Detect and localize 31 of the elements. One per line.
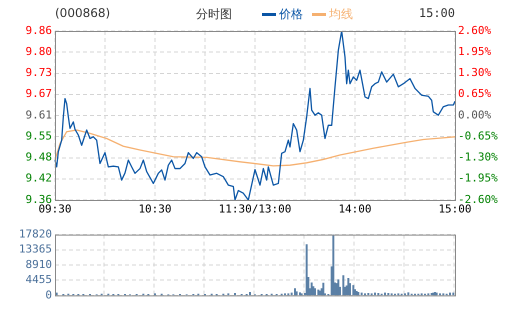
y-tick-label: 17820 xyxy=(18,227,52,240)
y-tick-label: 9.42 xyxy=(26,172,52,185)
y-tick-label: 4455 xyxy=(26,273,52,286)
y2-tick-label: -1.95% xyxy=(458,172,498,185)
y2-tick-label: 0.00% xyxy=(458,108,492,122)
y2-tick-label: -0.65% xyxy=(458,129,498,142)
y-tick-label: 9.86 xyxy=(26,24,52,37)
y2-tick-label: 0.65% xyxy=(458,87,492,100)
x-tick-label: 09:30 xyxy=(38,202,72,216)
x-tick-label: 14:00 xyxy=(338,202,372,216)
y-tick-label: 8910 xyxy=(26,258,52,271)
y2-tick-label: -1.30% xyxy=(458,150,498,164)
chart-title: (000868) xyxy=(55,6,110,20)
y-tick-label: 13365 xyxy=(18,242,52,256)
text: 15:00 xyxy=(418,6,455,20)
y2-tick-label: 1.30% xyxy=(458,66,492,80)
y-tick-label: 9.55 xyxy=(26,129,52,142)
y-tick-label: 9.80 xyxy=(26,44,52,58)
chart-subtitle: 分时图 xyxy=(196,6,232,23)
legend-label: 均线 xyxy=(328,6,353,23)
y-tick-label: 0 xyxy=(45,288,52,302)
y-tick-label: 9.67 xyxy=(26,87,52,100)
y-tick-label: 9.73 xyxy=(26,66,52,80)
y2-tick-label: 1.95% xyxy=(458,44,492,58)
x-tick-label: 11:30/13:00 xyxy=(218,202,292,216)
legend-label: 价格 xyxy=(278,6,303,23)
y-tick-label: 9.48 xyxy=(26,150,52,164)
y-tick-label: 9.61 xyxy=(26,108,52,122)
x-tick-label: 10:30 xyxy=(138,202,172,216)
x-tick-label: 15:00 xyxy=(438,202,472,216)
y2-tick-label: 2.60% xyxy=(458,24,492,37)
